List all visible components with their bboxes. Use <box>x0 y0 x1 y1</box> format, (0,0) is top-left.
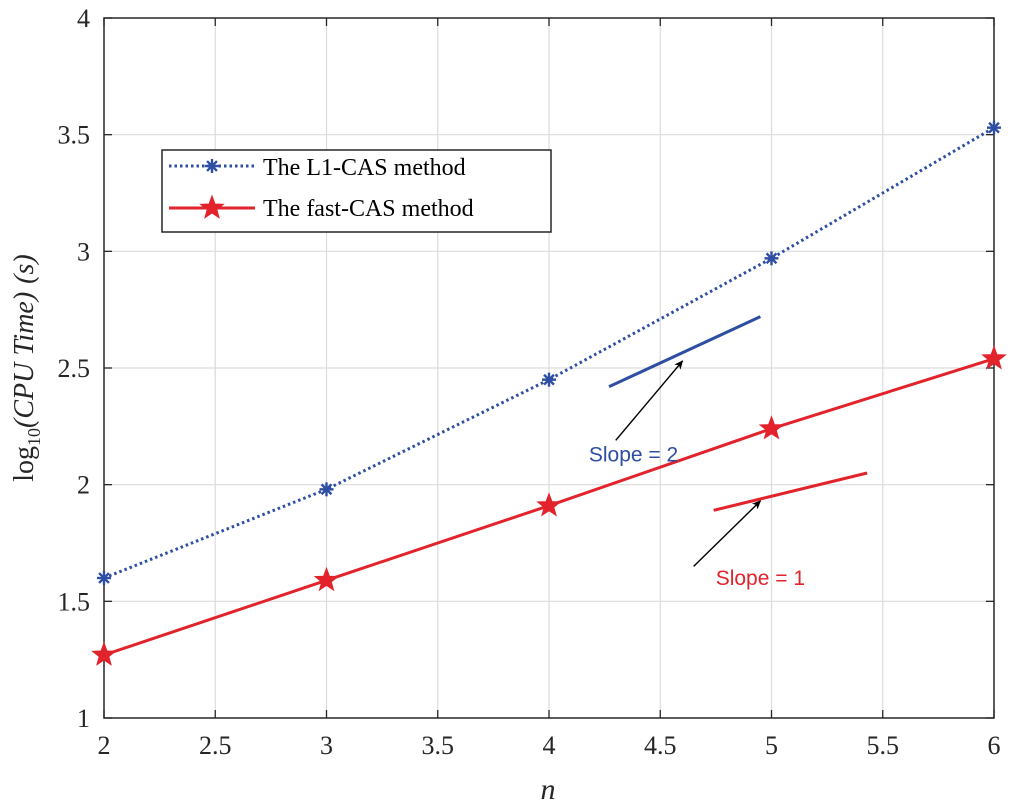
series-line-0 <box>103 126 995 580</box>
y-tick-label: 3 <box>77 237 90 266</box>
x-tick-label: 4 <box>543 731 556 760</box>
y-tick-label: 2.5 <box>58 354 91 383</box>
annotation-arrow-0 <box>615 360 684 441</box>
axes <box>103 17 995 719</box>
slope-segment-0 <box>608 315 762 389</box>
y-tick-label: 1 <box>77 704 90 733</box>
x-tick-label: 2 <box>98 731 111 760</box>
x-tick-label: 6 <box>988 731 1001 760</box>
asterisk-stroke <box>206 160 218 172</box>
y-label-unit: (s) <box>9 254 40 284</box>
slope-label-1: Slope = 1 <box>716 567 805 590</box>
asterisk-stroke <box>98 572 110 584</box>
y-label-main: (CPU Time) <box>9 292 40 428</box>
slope-label-0: Slope = 2 <box>589 443 678 466</box>
x-tick-label: 5.5 <box>867 731 900 760</box>
y-tick-label: 1.5 <box>58 587 91 616</box>
legend-item-l1-cas: The L1-CAS method <box>169 155 466 181</box>
legend-star <box>199 194 225 219</box>
data-point-star <box>91 641 117 666</box>
y-axis-label: log10(CPU Time) (s) <box>9 254 44 481</box>
data-point-star <box>313 566 340 592</box>
data-point-star <box>536 492 562 517</box>
legend: The L1-CAS method The fast-CAS method <box>161 149 552 233</box>
asterisk-stroke <box>543 373 555 386</box>
x-tick-label: 5 <box>765 731 778 760</box>
annotations: Slope = 2 Slope = 1 <box>589 315 868 590</box>
y-label-log: log <box>9 446 40 482</box>
legend-marker-asterisk <box>205 159 219 173</box>
data-point-star <box>758 415 785 440</box>
legend-item-fast-cas: The fast-CAS method <box>169 194 474 222</box>
x-tick-label: 4.5 <box>644 731 677 760</box>
data-point-asterisk <box>97 571 111 585</box>
legend-label-l1-cas: The L1-CAS method <box>263 155 466 181</box>
x-tick-label: 3.5 <box>422 731 455 760</box>
data-point-asterisk <box>319 482 334 497</box>
asterisk-stroke <box>320 483 333 496</box>
legend-marker-star <box>199 194 225 219</box>
tick-labels: 2 2.5 3 3.5 4 4.5 5 5.5 6 1 1.5 2 2.5 3 3.5 4 <box>58 4 1001 760</box>
asterisk-stroke <box>988 121 1000 134</box>
legend-label-fast-cas: The fast-CAS method <box>263 196 474 222</box>
slope-segment-1 <box>713 471 868 512</box>
data-point-asterisk <box>764 251 779 266</box>
data-point-asterisk <box>542 372 556 387</box>
asterisk-stroke <box>765 252 778 265</box>
x-axis-label: n <box>541 773 556 805</box>
series <box>91 120 1007 666</box>
legend-asterisk <box>205 159 219 173</box>
x-tick-label: 2.5 <box>199 731 232 760</box>
y-tick-label: 2 <box>77 471 90 500</box>
y-label-subscript: 10 <box>24 428 44 446</box>
y-tick-label: 4 <box>77 4 90 33</box>
x-tick-label: 3 <box>320 731 333 760</box>
annotation-arrow-1 <box>693 500 762 567</box>
grid <box>104 18 994 718</box>
data-point-asterisk <box>987 120 1001 135</box>
y-tick-label: 3.5 <box>58 121 91 150</box>
legend-box <box>161 149 552 233</box>
data-point-star <box>981 345 1007 370</box>
